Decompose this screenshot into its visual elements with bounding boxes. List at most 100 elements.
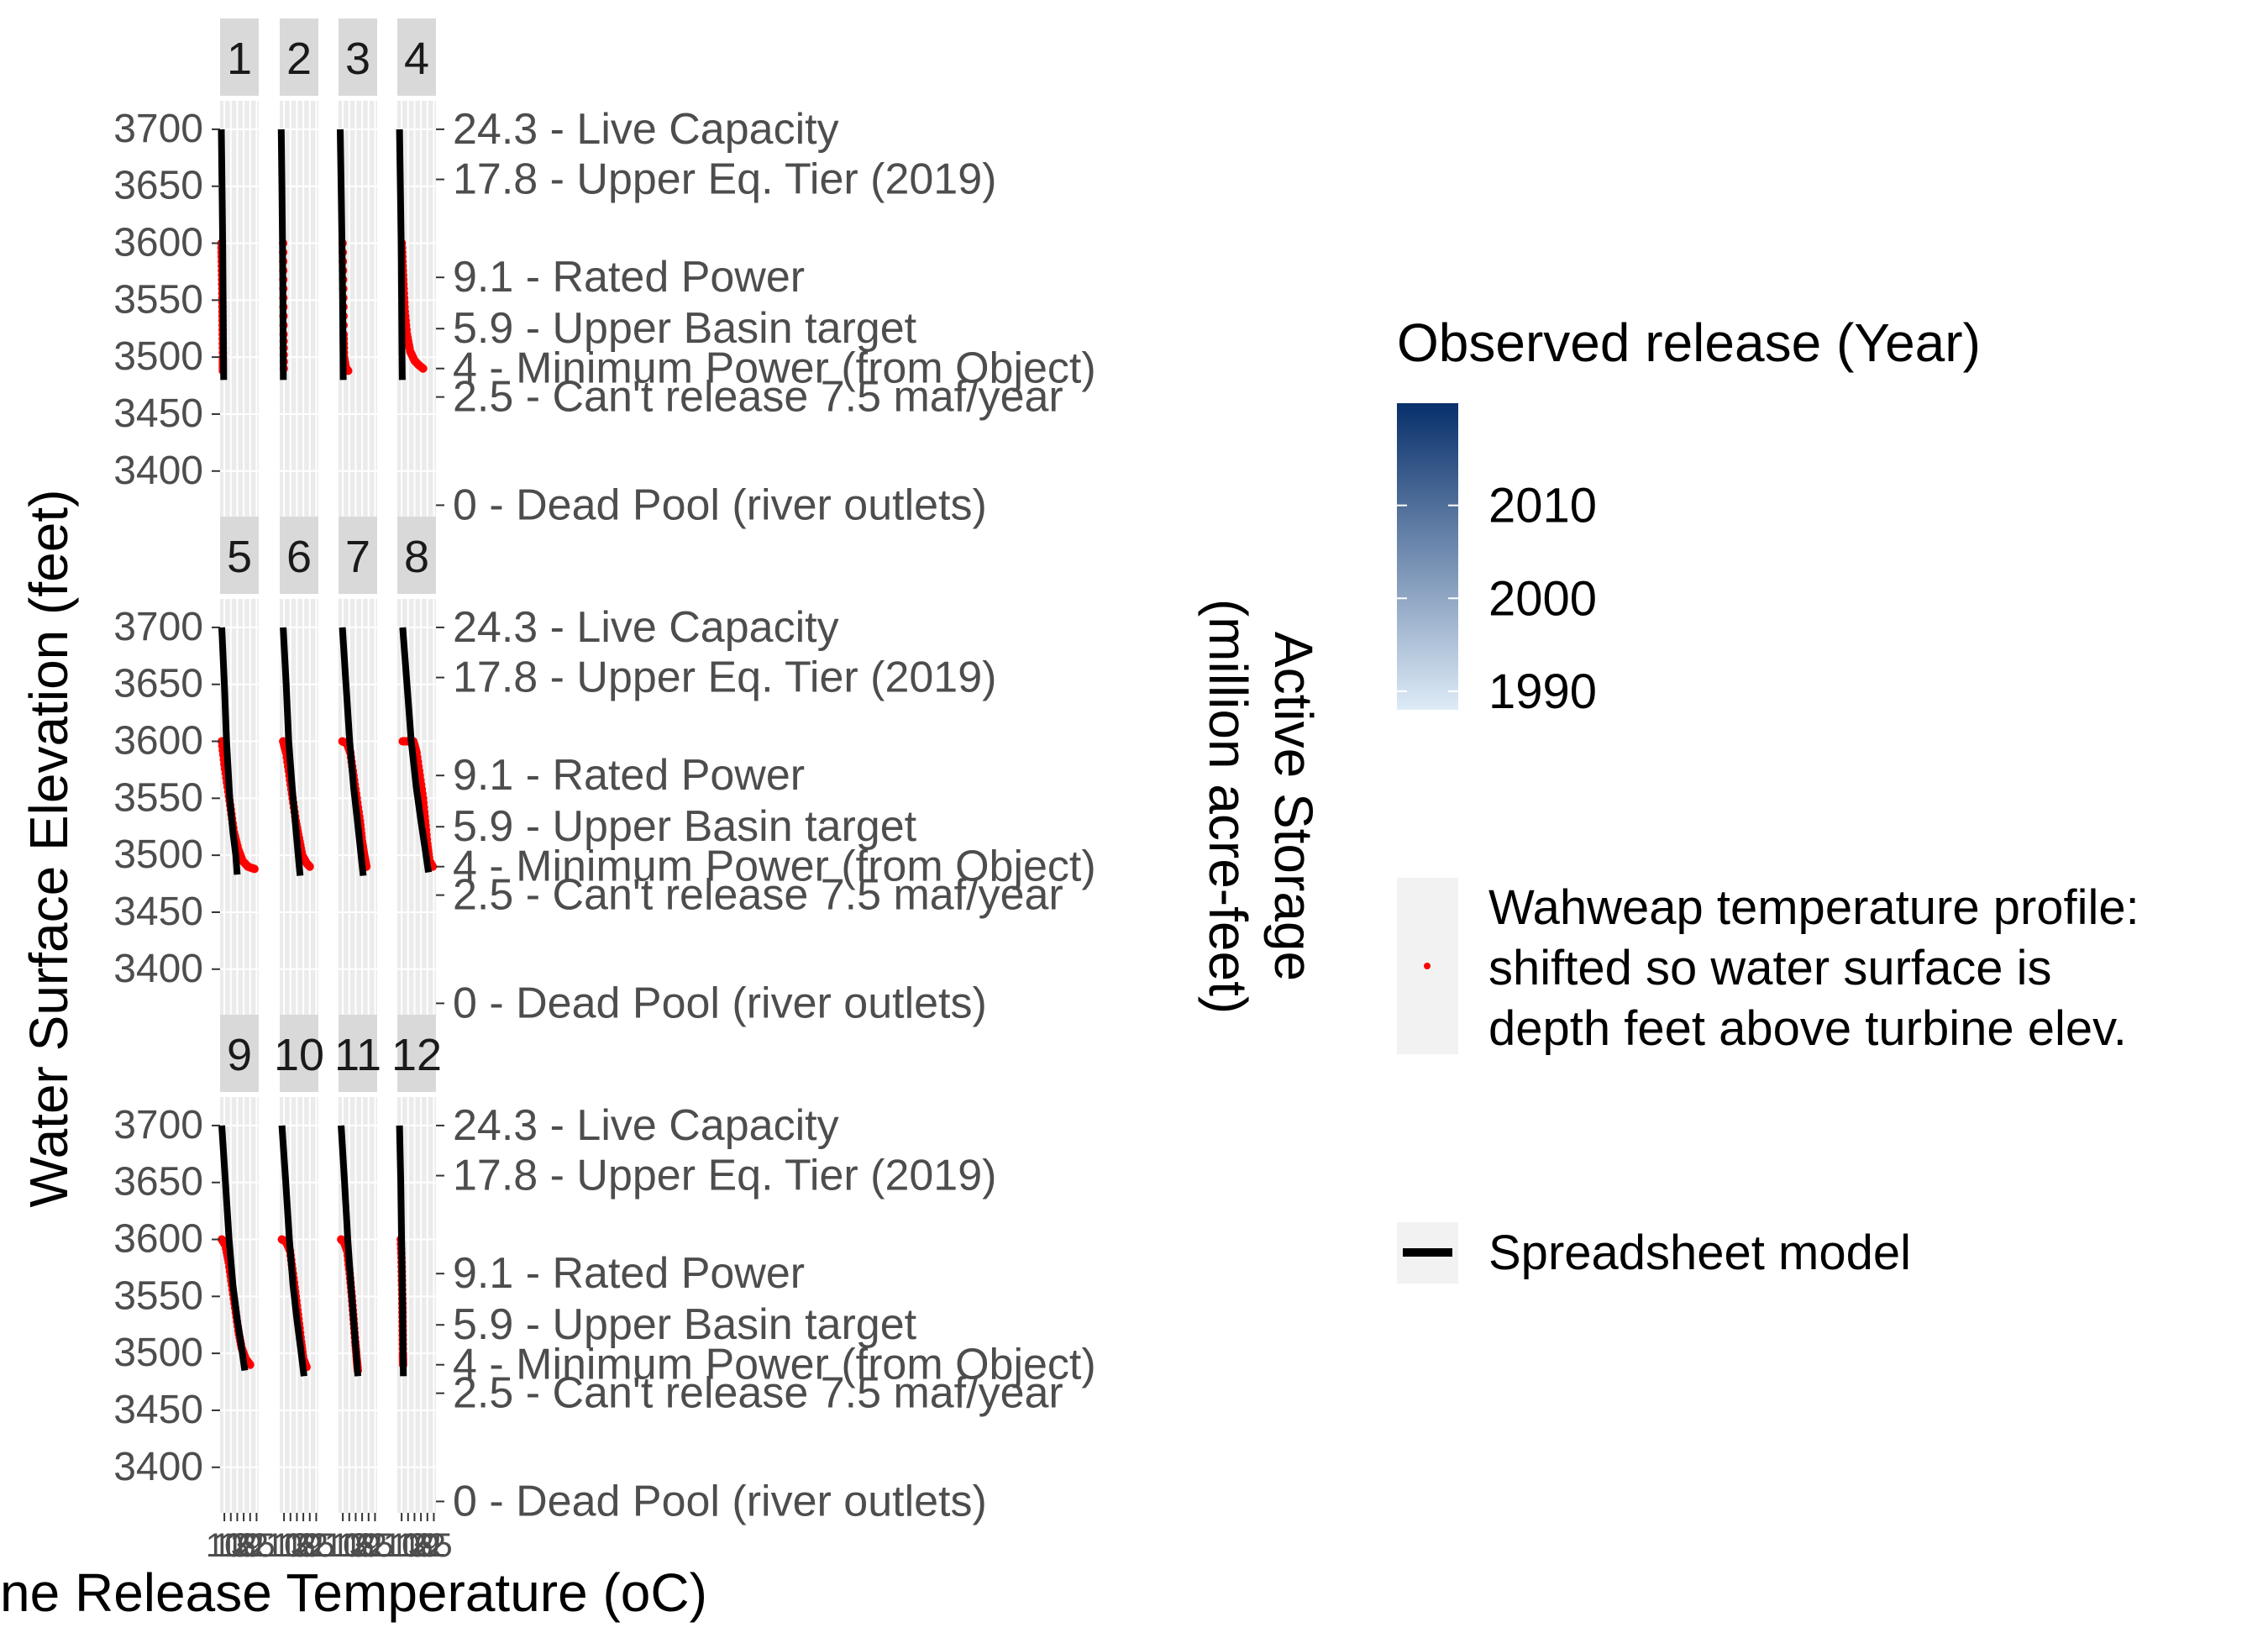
- y2-axis-title: (million acre-feet): [1198, 599, 1258, 1014]
- facet-strip: [339, 517, 377, 594]
- y-tick-label: 3700: [113, 107, 203, 151]
- x-tick-label: 19: [225, 1527, 263, 1564]
- facet-panels: 1 2 3 45 6 7 89 10 11 12: [217, 18, 442, 1513]
- model-line: [218, 129, 228, 381]
- facet-label: 12: [391, 1030, 442, 1080]
- x-tick-label: 16: [396, 1527, 433, 1564]
- facet-label: 8: [404, 532, 429, 582]
- x-tick-label: 10: [206, 1527, 244, 1564]
- y-tick-label: 3600: [113, 719, 203, 764]
- x-tick-label: 19: [402, 1527, 440, 1564]
- model-line: [277, 129, 287, 381]
- x-tick-label: 13: [213, 1527, 250, 1564]
- y2-tick-label: 17.8 - Upper Eq. Tier (2019): [453, 155, 996, 204]
- x-tick-label: 22: [409, 1527, 447, 1564]
- facet-strip: [220, 18, 259, 96]
- y2-tick-label: 4 - Minimum Power (from Object): [453, 344, 1096, 393]
- y2-tick-label: 0 - Dead Pool (river outlets): [453, 979, 987, 1027]
- facet-label: 7: [345, 532, 370, 582]
- y-tick-label: 3550: [113, 775, 203, 820]
- facet-strip: [397, 517, 436, 594]
- x-tick-label: 16: [337, 1527, 375, 1564]
- y2-tick-label: 0 - Dead Pool (river outlets): [453, 1477, 987, 1525]
- facet-strip: [280, 517, 318, 594]
- model-line: [396, 1125, 407, 1377]
- legend-label: Wahweap temperature profile:: [1488, 880, 2139, 935]
- y-tick-label: 3650: [113, 164, 203, 208]
- legend-key-point: [1424, 963, 1431, 969]
- y2-tick-label: 9.1 - Rated Power: [453, 1249, 805, 1298]
- y-tick-label: 3600: [113, 1217, 203, 1262]
- y-tick-label: 3600: [113, 221, 203, 265]
- y2-tick-label: 5.9 - Upper Basin target: [453, 1300, 917, 1349]
- x-tick-label: 13: [272, 1527, 310, 1564]
- colorbar-label: 2010: [1488, 479, 1597, 533]
- x-tick-label: 22: [350, 1527, 388, 1564]
- axes: 3400 3450 3500 3550 3600 3650 3700 24.3 - Live …: [0, 105, 1324, 1623]
- y2-tick-label: 24.3 - Live Capacity: [453, 105, 839, 154]
- x-tick-label: 25: [238, 1527, 276, 1564]
- profile-point: [249, 864, 258, 873]
- x-axis-title: ne Release Temperature (oC): [0, 1562, 707, 1623]
- x-tick-label: 16: [218, 1527, 256, 1564]
- y-tick-label: 3700: [113, 1103, 203, 1147]
- y-tick-label: 3400: [113, 947, 203, 991]
- facet-strip: [220, 517, 259, 594]
- x-tick-label: 22: [291, 1527, 329, 1564]
- colorbar-label: 2000: [1488, 571, 1597, 626]
- legend-label: Spreadsheet model: [1488, 1226, 1911, 1280]
- model-line: [218, 627, 241, 875]
- facet-strip: [339, 1015, 377, 1092]
- y2-tick-label: 9.1 - Rated Power: [453, 751, 805, 800]
- y2-tick-label: 4 - Minimum Power (from Object): [453, 843, 1096, 891]
- facet-strip: [220, 1015, 259, 1092]
- y-tick-label: 3400: [113, 1445, 203, 1489]
- y2-tick-label: 2.5 - Can't release 7.5 maf/year: [453, 373, 1063, 422]
- x-tick-label: 25: [356, 1527, 394, 1564]
- y-tick-label: 3500: [113, 832, 203, 877]
- facet-label: 2: [286, 34, 312, 84]
- facet-label: 10: [274, 1030, 324, 1080]
- model-line: [278, 1125, 307, 1377]
- y2-tick-label: 24.3 - Live Capacity: [453, 1101, 839, 1150]
- colorbar: [1397, 403, 1458, 710]
- profile-point: [305, 861, 314, 870]
- y2-tick-label: 17.8 - Upper Eq. Tier (2019): [453, 654, 996, 702]
- legend-label: shifted so water surface is: [1488, 941, 2052, 995]
- x-tick-label: 16: [278, 1527, 316, 1564]
- facet-label: 1: [227, 34, 252, 84]
- y2-tick-label: 9.1 - Rated Power: [453, 253, 805, 302]
- x-tick-label: 22: [232, 1527, 270, 1564]
- model-line: [218, 1125, 249, 1372]
- facet-strip: [397, 1015, 436, 1092]
- x-tick-label: 13: [390, 1527, 428, 1564]
- facet-label: 5: [227, 532, 252, 582]
- facet-label: 9: [227, 1030, 252, 1080]
- facet-label: 6: [286, 532, 312, 582]
- y-tick-label: 3650: [113, 662, 203, 706]
- y2-axis-title: Active Storage: [1263, 632, 1324, 981]
- x-tick-label: 19: [344, 1527, 381, 1564]
- facet-label: 3: [345, 34, 370, 84]
- y2-tick-label: 24.3 - Live Capacity: [453, 603, 839, 652]
- y2-tick-label: 5.9 - Upper Basin target: [453, 304, 917, 353]
- model-line: [280, 627, 304, 876]
- profile-point: [417, 363, 427, 372]
- model-line: [399, 627, 433, 874]
- y2-tick-label: 0 - Dead Pool (river outlets): [453, 480, 987, 529]
- y2-tick-label: 2.5 - Can't release 7.5 maf/year: [453, 1369, 1063, 1418]
- x-tick-label: 25: [297, 1527, 335, 1564]
- y-tick-label: 3500: [113, 334, 203, 379]
- colorbar-label: 1990: [1488, 664, 1597, 719]
- x-tick-label: 25: [415, 1527, 453, 1564]
- y-tick-label: 3550: [113, 1273, 203, 1318]
- facet-strip: [339, 18, 377, 96]
- model-line: [338, 1125, 361, 1377]
- y-tick-label: 3650: [113, 1160, 203, 1205]
- legend: Observed release (Year) 2010 2000 1990 Wahwe…: [1397, 312, 2139, 1284]
- x-tick-label: 10: [324, 1527, 362, 1564]
- y-tick-label: 3400: [113, 449, 203, 493]
- y-tick-label: 3450: [113, 1388, 203, 1432]
- y-tick-label: 3450: [113, 391, 203, 436]
